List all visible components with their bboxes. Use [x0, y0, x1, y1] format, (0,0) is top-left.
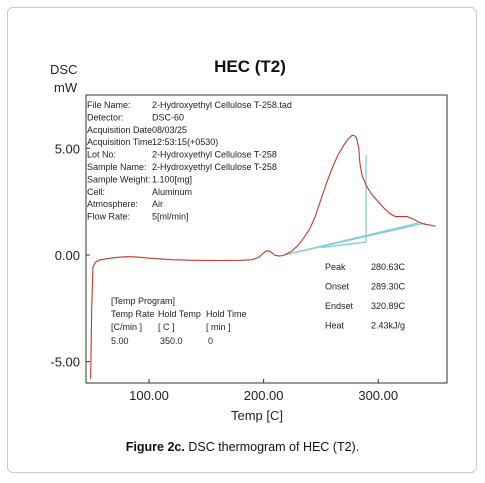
y-axis-label-line1: DSC [50, 62, 77, 77]
temp-program-value-0: 5.00 [111, 336, 129, 346]
info-value-6: 1.100[mg] [152, 174, 192, 184]
figure-frame [7, 7, 477, 473]
info-value-8: Air [152, 199, 163, 209]
y-tick-label-1: 0.00 [55, 248, 80, 263]
x-tick-label-1: 200.00 [244, 388, 284, 403]
info-label-9: Flow Rate: [87, 212, 130, 222]
temp-program-header1-0: Temp Rate [111, 309, 155, 319]
caption-text: DSC thermogram of HEC (T2). [188, 440, 360, 454]
y-axis-label-line2: mW [54, 80, 78, 95]
result-label-0: Peak [325, 262, 346, 272]
y-ticks: 5.00 0.00 -5.00 [50, 141, 90, 370]
series-group [90, 134, 436, 379]
info-value-9: 5[ml/min] [152, 212, 189, 222]
result-value-1: 289.30C [371, 282, 406, 292]
x-axis-label: Temp [C] [231, 408, 283, 423]
result-value-2: 320.89C [371, 301, 406, 311]
info-label-1: Detector: [87, 112, 124, 122]
plot-area [85, 94, 448, 384]
result-label-2: Endset [325, 301, 354, 311]
figure-caption: Figure 2c. DSC thermogram of HEC (T2). [0, 440, 485, 454]
info-label-0: File Name: [87, 100, 131, 110]
chart-title: HEC (T2) [214, 57, 286, 76]
info-label-3: Acquisition Time [87, 137, 153, 147]
x-ticks: 100.00 200.00 300.00 [129, 379, 398, 403]
info-value-3: 12:53:15(+0530) [152, 137, 218, 147]
y-tick-label-2: -5.00 [50, 355, 80, 370]
temp-program-header1-1: Hold Temp [158, 309, 201, 319]
info-value-7: Aluminum [152, 187, 192, 197]
result-label-1: Onset [325, 282, 350, 292]
result-value-3: 2.43kJ/g [371, 321, 405, 331]
analysis-line-baseline2 [288, 222, 419, 255]
x-tick-label-2: 300.00 [358, 388, 398, 403]
info-value-0: 2-Hydroxyethyl Cellulose T-258.tad [152, 100, 292, 110]
analysis-line-foot_line [320, 241, 367, 249]
result-value-0: 280.63C [371, 262, 406, 272]
temp-program-value-1: 350.0 [160, 336, 183, 346]
info-label-4: Lot No: [87, 150, 116, 160]
series-line-0 [90, 134, 436, 379]
dsc-chart: HEC (T2) DSC mW Temp [C] 5.00 0.00 -5.00 1… [50, 57, 448, 423]
temp-program-header2-2: [ min ] [206, 322, 231, 332]
temp-program-header2-0: [C/min ] [111, 322, 142, 332]
y-tick-label-0: 5.00 [55, 141, 80, 156]
peak-results-block: Peak 280.63C Onset 289.30C Endset 320.89C Heat… [325, 262, 406, 331]
temp-program-header1-2: Hold Time [206, 309, 247, 319]
info-label-8: Atmosphere: [87, 199, 138, 209]
result-label-3: Heat [325, 321, 345, 331]
temp-program-block: [Temp Program] Temp Rate Hold Temp Hold Tim… [111, 296, 247, 346]
info-value-2: 08/03/25 [152, 125, 187, 135]
temp-program-header2-1: [ C ] [158, 322, 175, 332]
info-label-7: Cell: [87, 187, 105, 197]
caption-label: Figure 2c. [125, 440, 185, 454]
info-label-2: Acquisition Date [87, 125, 152, 135]
x-tick-label-0: 100.00 [129, 388, 169, 403]
info-label-6: Sample Weight: [87, 174, 150, 184]
info-label-5: Sample Name: [87, 162, 147, 172]
analysis-lines [284, 154, 426, 256]
temp-program-heading: [Temp Program] [111, 296, 175, 306]
info-value-5: 2-Hydroxyethyl Cellulose T-258 [152, 162, 277, 172]
info-block: File Name: 2-Hydroxyethyl Cellulose T-258… [87, 100, 292, 222]
info-value-1: DSC-60 [152, 112, 184, 122]
info-value-4: 2-Hydroxyethyl Cellulose T-258 [152, 150, 277, 160]
temp-program-value-2: 0 [208, 336, 213, 346]
